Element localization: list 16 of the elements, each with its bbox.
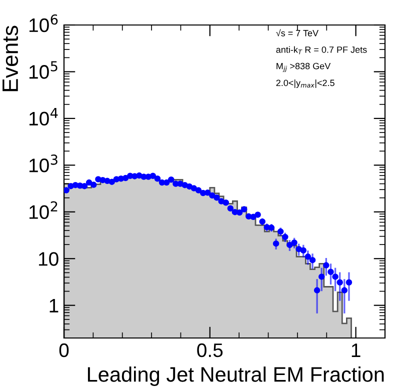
y-tick-label: 10$^{5}$	[30, 61, 58, 79]
y-tick-label: 10	[38, 252, 58, 266]
x-tick-label: 1	[352, 344, 360, 357]
annotation: anti-k$_{T}$ R = 0.7 PF Jets	[276, 46, 367, 54]
x-axis-title: Leading Jet Neutral EM Fraction	[88, 366, 384, 386]
y-tick-label: 10$^{6}$	[30, 14, 58, 32]
y-tick-label: 10$^{3}$	[30, 154, 58, 172]
y-tick-label: 10$^{2}$	[30, 201, 58, 219]
y-tick-label: 1	[50, 299, 58, 312]
annotation: M$_{jj}$ >838 GeV	[276, 62, 331, 72]
x-tick-label: 0.5	[197, 343, 223, 358]
x-tick-label: 0	[59, 343, 69, 358]
annotation: 2.0<|y$_{max}$|<2.5	[276, 79, 334, 88]
y-axis-title: Events	[2, 26, 18, 92]
y-tick-label: 10$^{4}$	[30, 108, 58, 126]
annotation: √s = 7 TeV	[276, 29, 318, 36]
